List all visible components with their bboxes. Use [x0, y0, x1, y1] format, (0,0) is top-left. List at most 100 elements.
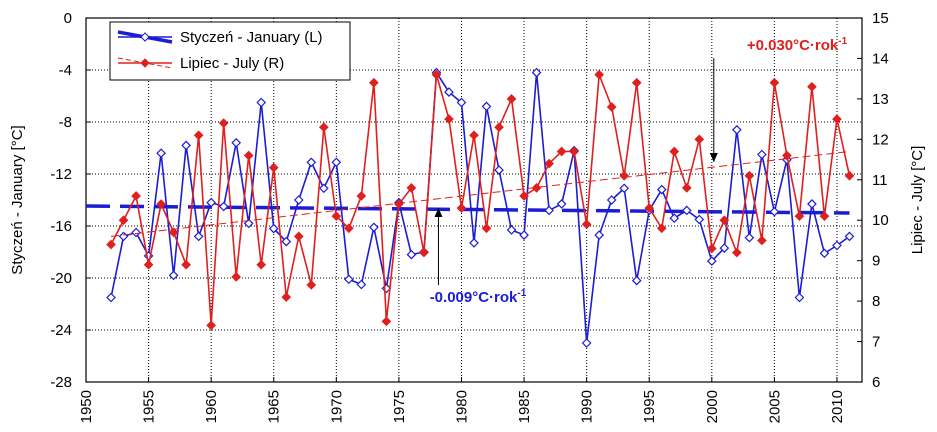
data-point: [181, 259, 191, 270]
data-point: [369, 77, 379, 88]
legend-marker: [140, 58, 150, 68]
y-tick-label: -20: [50, 270, 72, 287]
data-point: [118, 231, 129, 242]
data-point: [456, 203, 467, 213]
data-point: [281, 292, 292, 302]
y2-axis-label: Lipiec - July [°C]: [909, 146, 926, 255]
data-point: [794, 292, 805, 303]
data-point: [594, 230, 605, 240]
data-point: [256, 97, 267, 108]
data-point: [744, 170, 755, 181]
arrow-head: [709, 153, 718, 162]
annotation-text: +0.030°C·rok: [747, 37, 839, 54]
annotation-superscript: -1: [517, 288, 526, 299]
data-point: [131, 227, 141, 238]
data-point: [268, 223, 279, 234]
data-point: [231, 137, 242, 148]
data-point: [131, 191, 141, 201]
x-tick-label: 1955: [141, 390, 158, 423]
annotation: +0.030°C·rok-1: [747, 36, 848, 54]
data-point: [606, 195, 617, 205]
data-point: [256, 259, 267, 270]
data-point: [419, 247, 429, 258]
annotation: -0.009°C·rok-1: [430, 288, 527, 306]
y-axis-label: Styczeń - January [°C]: [9, 125, 26, 274]
data-point: [819, 248, 830, 259]
y-tick-label: -4: [59, 62, 72, 79]
data-point: [669, 213, 680, 224]
data-point: [406, 249, 417, 260]
data-point: [694, 214, 705, 225]
data-point: [619, 170, 630, 181]
data-point: [406, 183, 417, 193]
data-point: [594, 69, 605, 80]
y-tick-label: -12: [50, 166, 72, 183]
data-point: [581, 219, 592, 230]
data-point: [769, 206, 780, 217]
data-point: [469, 130, 479, 141]
data-point: [293, 231, 304, 242]
data-point: [757, 149, 767, 160]
series-line: [110, 70, 850, 344]
data-point: [794, 211, 805, 222]
data-point: [394, 199, 404, 209]
data-point: [719, 215, 730, 226]
data-point: [619, 183, 630, 194]
data-point: [456, 97, 467, 108]
data-point: [343, 274, 354, 285]
data-point: [481, 101, 492, 112]
data-point: [318, 183, 329, 194]
data-point: [243, 150, 254, 161]
data-point: [556, 199, 567, 209]
data-point: [782, 150, 792, 161]
series-line: [110, 74, 851, 326]
data-point: [832, 114, 842, 124]
x-tick-label: 1960: [203, 390, 220, 423]
data-point: [669, 146, 680, 157]
data-point: [844, 170, 855, 181]
data-point: [769, 77, 780, 88]
y2-tick-label: 10: [872, 212, 889, 229]
y2-tick-label: 13: [872, 91, 889, 108]
y2-tick-label: 9: [872, 253, 880, 270]
data-point: [218, 201, 229, 212]
data-point: [331, 211, 342, 222]
data-point: [706, 243, 717, 254]
data-point: [193, 130, 204, 141]
data-point: [218, 118, 229, 129]
plot-frame: [85, 17, 863, 383]
y2-tick-label: 15: [872, 10, 889, 27]
data-point: [381, 283, 392, 294]
x-tick-label: 1970: [328, 390, 345, 423]
x-tick-label: 1965: [266, 390, 283, 423]
data-point: [556, 146, 567, 157]
data-point: [168, 227, 179, 238]
x-tick-label: 1980: [453, 390, 470, 423]
y2-tick-label: 6: [872, 374, 880, 391]
data-point: [156, 199, 166, 209]
data-point: [268, 162, 279, 173]
data-point: [719, 243, 730, 253]
data-point: [481, 223, 492, 234]
data-point: [243, 218, 254, 229]
data-point: [381, 316, 392, 327]
data-point: [731, 247, 742, 258]
y-tick-label: -16: [50, 218, 72, 235]
data-point: [506, 94, 517, 104]
legend-marker: [140, 32, 150, 42]
data-point: [193, 231, 204, 242]
y-tick-label: -28: [50, 374, 72, 391]
x-tick-label: 2000: [704, 390, 721, 423]
data-point: [844, 231, 855, 242]
y-tick-label: 0: [64, 10, 72, 27]
x-tick-label: 1995: [641, 390, 658, 423]
data-point: [356, 279, 367, 290]
y2-tick-label: 8: [872, 293, 880, 310]
data-point: [444, 87, 454, 97]
data-point: [306, 280, 317, 290]
data-point: [369, 222, 379, 233]
data-point: [494, 122, 504, 133]
data-point: [106, 239, 116, 250]
data-point: [807, 81, 817, 92]
data-point: [656, 184, 667, 195]
